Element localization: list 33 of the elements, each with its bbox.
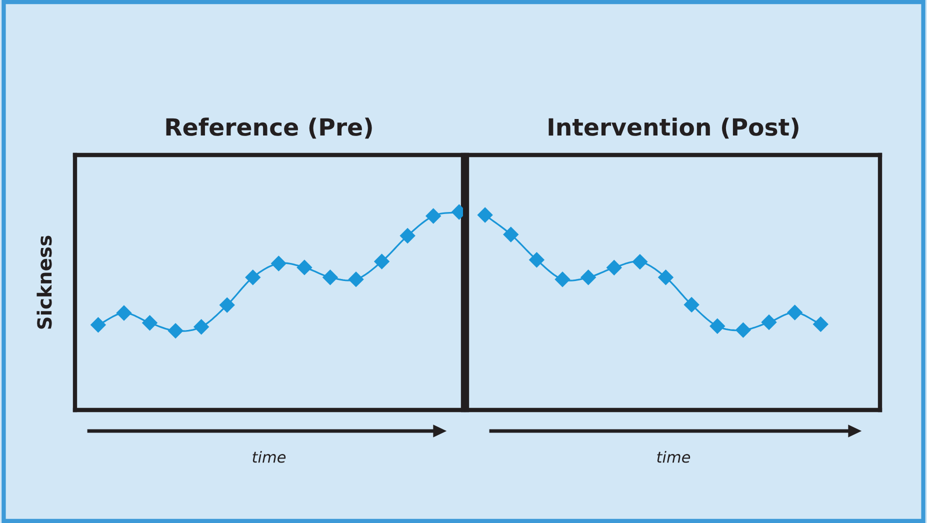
point [116,305,132,321]
point [787,304,802,320]
point [813,316,828,332]
point [478,207,493,223]
point [245,270,260,285]
point [658,270,674,285]
x-axis-title: time [657,450,690,463]
point [503,226,518,242]
point [296,260,312,276]
chart-title: Reference (Pre) [166,118,372,139]
point [606,260,622,276]
x-axis-title: time [252,450,286,463]
point [761,314,777,330]
point [348,272,364,287]
chart-title: Intervention (Post) [548,118,798,139]
point [529,252,544,268]
point [400,228,416,244]
point [710,318,725,334]
point [426,208,441,224]
point [684,297,700,312]
point [90,317,106,332]
point [322,270,338,285]
point [168,323,184,338]
point [554,272,570,287]
point [580,270,596,285]
point [374,254,390,270]
point [736,322,751,338]
point [632,254,648,270]
point [220,297,235,313]
point [142,315,158,330]
point [194,319,209,334]
y-axis-title: Sickness [36,236,52,329]
point [271,256,286,272]
